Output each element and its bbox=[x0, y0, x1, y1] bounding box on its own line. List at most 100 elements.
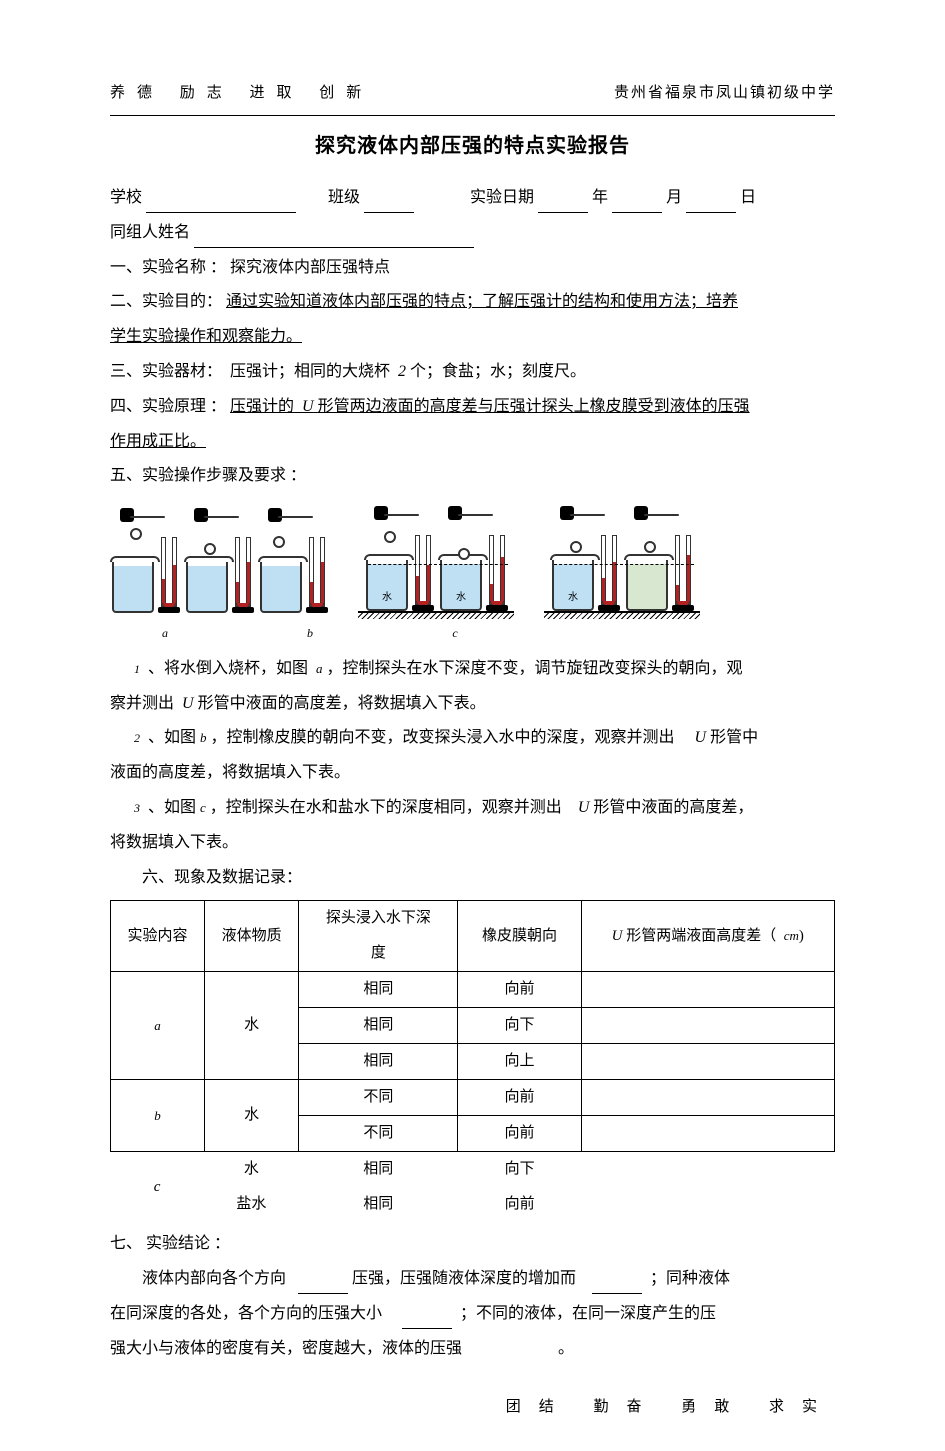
header-divider bbox=[110, 115, 835, 116]
cell-blank[interactable] bbox=[581, 1008, 834, 1044]
cell-fwd: 向前 bbox=[458, 1080, 581, 1116]
diagram-row: 水 水 bbox=[110, 506, 835, 613]
table-row: c 水 相同 向下 bbox=[110, 1152, 835, 1187]
cell-blank[interactable] bbox=[581, 1152, 835, 1187]
apparatus-a2 bbox=[184, 508, 254, 613]
th-content: 实验内容 bbox=[111, 901, 205, 972]
th-u: U bbox=[612, 928, 623, 944]
s4-c1: 压强计的 U 形管两边液面的高度差与压强计探头上橡皮膜受到液体的压强 bbox=[230, 398, 750, 415]
s1d: 形管中液面的高度差，将数据填入下表。 bbox=[198, 695, 486, 712]
section-3: 三、实验器材： 压强计；相同的大烧杯 2 个；食盐；水；刻度尺。 bbox=[110, 358, 835, 387]
th-paren: ) bbox=[799, 928, 804, 944]
cell-blank[interactable] bbox=[581, 1116, 834, 1152]
step-1b: 察并测出 U 形管中液面的高度差，将数据填入下表。 bbox=[110, 690, 835, 719]
label-c: c bbox=[420, 623, 490, 645]
motto: 养德 励志 进取 创新 bbox=[110, 80, 373, 107]
school-label: 学校 bbox=[110, 189, 142, 206]
cell-diff: 不同 bbox=[299, 1116, 458, 1152]
s3c: 形管中液面的高度差， bbox=[593, 799, 753, 816]
cell-blank[interactable] bbox=[581, 972, 834, 1008]
s1u: U bbox=[182, 695, 194, 712]
s3-count: 2 bbox=[398, 363, 406, 380]
cell-blank[interactable] bbox=[581, 1187, 835, 1222]
cell-c: c bbox=[110, 1152, 204, 1222]
s3fig: c bbox=[200, 800, 206, 815]
s3d: 将数据填入下表。 bbox=[110, 834, 238, 851]
water-char: 水 bbox=[568, 589, 578, 607]
class-blank[interactable] bbox=[364, 194, 414, 213]
cell-blank[interactable] bbox=[581, 1044, 834, 1080]
blank-c1b[interactable] bbox=[592, 1275, 642, 1294]
cell-a: a bbox=[111, 972, 205, 1080]
s2u: U bbox=[695, 729, 707, 746]
s2d: 液面的高度差，将数据填入下表。 bbox=[110, 764, 350, 781]
blank-c1[interactable] bbox=[298, 1275, 348, 1294]
cell-same: 相同 bbox=[299, 972, 458, 1008]
dashline-c bbox=[554, 564, 694, 565]
s2c: 形管中 bbox=[710, 729, 758, 746]
s4-u: U bbox=[302, 398, 314, 415]
year-blank[interactable] bbox=[538, 194, 588, 213]
ground-c bbox=[544, 611, 700, 613]
school-name: 贵州省福泉市凤山镇初级中学 bbox=[614, 80, 835, 107]
th-txt: 形管两端液面高度差（ bbox=[622, 928, 776, 944]
step-num-3: 3 bbox=[134, 801, 140, 815]
cell-up: 向上 bbox=[458, 1044, 581, 1080]
cell-salt: 盐水 bbox=[204, 1187, 298, 1222]
cell-diff: 不同 bbox=[299, 1080, 458, 1116]
s2-label: 二、实验目的： bbox=[110, 293, 222, 310]
step-3: 3 、如图 c ，控制探头在水和盐水下的深度相同，观察并测出 U 形管中液面的高… bbox=[110, 794, 835, 823]
data-table-extra: c 水 相同 向下 盐水 相同 向前 bbox=[110, 1152, 835, 1222]
page-header: 养德 励志 进取 创新 贵州省福泉市凤山镇初级中学 bbox=[110, 80, 835, 107]
c3: 强大小与液体的密度有关，密度越大，液体的压强 bbox=[110, 1340, 462, 1357]
cell-same: 相同 bbox=[299, 1008, 458, 1044]
s1b: ，控制探头在水下深度不变，调节旋钮改变探头的朝向，观 bbox=[327, 660, 743, 677]
table-row: 盐水 相同 向前 bbox=[110, 1187, 835, 1222]
cell-down: 向下 bbox=[458, 1008, 581, 1044]
s3a: 、如图 bbox=[148, 799, 196, 816]
cell-same: 相同 bbox=[299, 1152, 459, 1187]
school-blank[interactable] bbox=[146, 194, 296, 213]
c2a: 在同深度的各处，各个方向的压强大小 bbox=[110, 1305, 382, 1322]
s3b: ，控制探头在水和盐水下的深度相同，观察并测出 bbox=[210, 799, 562, 816]
conclusion-2: 在同深度的各处，各个方向的压强大小 ；不同的液体，在同一深度产生的压 bbox=[110, 1300, 835, 1329]
blank-c2[interactable] bbox=[402, 1310, 452, 1329]
s1-label: 一、实验名称 ： bbox=[110, 259, 226, 276]
fig-a-group bbox=[110, 508, 328, 613]
step-1: 1 、将水倒入烧杯，如图 a ，控制探头在水下深度不变，调节旋钮改变探头的朝向，… bbox=[110, 655, 835, 684]
s3u: U bbox=[578, 799, 590, 816]
s2b: ，控制橡皮膜的朝向不变，改变探头浸入水中的深度，观察并测出 bbox=[211, 729, 675, 746]
group-blank[interactable] bbox=[194, 228, 474, 247]
group-label: 同组人姓名 bbox=[110, 224, 190, 241]
th-depth-a: 探头浸入水下深 bbox=[299, 901, 458, 937]
document-title: 探究液体内部压强的特点实验报告 bbox=[110, 128, 835, 164]
apparatus-a1 bbox=[110, 508, 180, 613]
apparatus-c2 bbox=[624, 506, 694, 611]
th-cm: cm bbox=[784, 928, 799, 943]
table-header: 实验内容 液体物质 探头浸入水下深 橡皮膜朝向 U 形管两端液面高度差（ cm) bbox=[111, 901, 835, 937]
cell-down: 向下 bbox=[458, 1152, 581, 1187]
c2b: ；不同的液体，在同一深度产生的压 bbox=[460, 1305, 716, 1322]
day-blank[interactable] bbox=[686, 194, 736, 213]
month-blank[interactable] bbox=[612, 194, 662, 213]
fig-b-group: 水 水 bbox=[358, 506, 514, 613]
cell-blank[interactable] bbox=[581, 1080, 834, 1116]
c3end: 。 bbox=[558, 1340, 574, 1357]
apparatus-c1: 水 bbox=[550, 506, 620, 611]
s4-label: 四、实验原理 ： bbox=[110, 398, 226, 415]
s1-content: 探究液体内部压强特点 bbox=[230, 259, 390, 276]
step-num-1: 1 bbox=[134, 662, 140, 676]
water-char: 水 bbox=[382, 589, 392, 607]
s4-content3: 作用成正比。 bbox=[110, 433, 206, 450]
step-2b: 液面的高度差，将数据填入下表。 bbox=[110, 759, 835, 788]
th-direction: 橡皮膜朝向 bbox=[458, 901, 581, 972]
s3-content-b: 个；食盐；水；刻度尺。 bbox=[410, 363, 586, 380]
section-1: 一、实验名称 ： 探究液体内部压强特点 bbox=[110, 254, 835, 283]
form-line-1: 学校 班级 实验日期 年 月 日 bbox=[110, 184, 835, 213]
section-6: 六、现象及数据记录： bbox=[110, 864, 835, 893]
footer-motto: 团结 勤奋 勇敢 求实 bbox=[110, 1394, 835, 1421]
step-num-2: 2 bbox=[134, 731, 140, 745]
class-label: 班级 bbox=[328, 189, 360, 206]
year-label: 年 bbox=[592, 189, 608, 206]
section-7: 七、 实验结论 ： bbox=[110, 1230, 835, 1259]
